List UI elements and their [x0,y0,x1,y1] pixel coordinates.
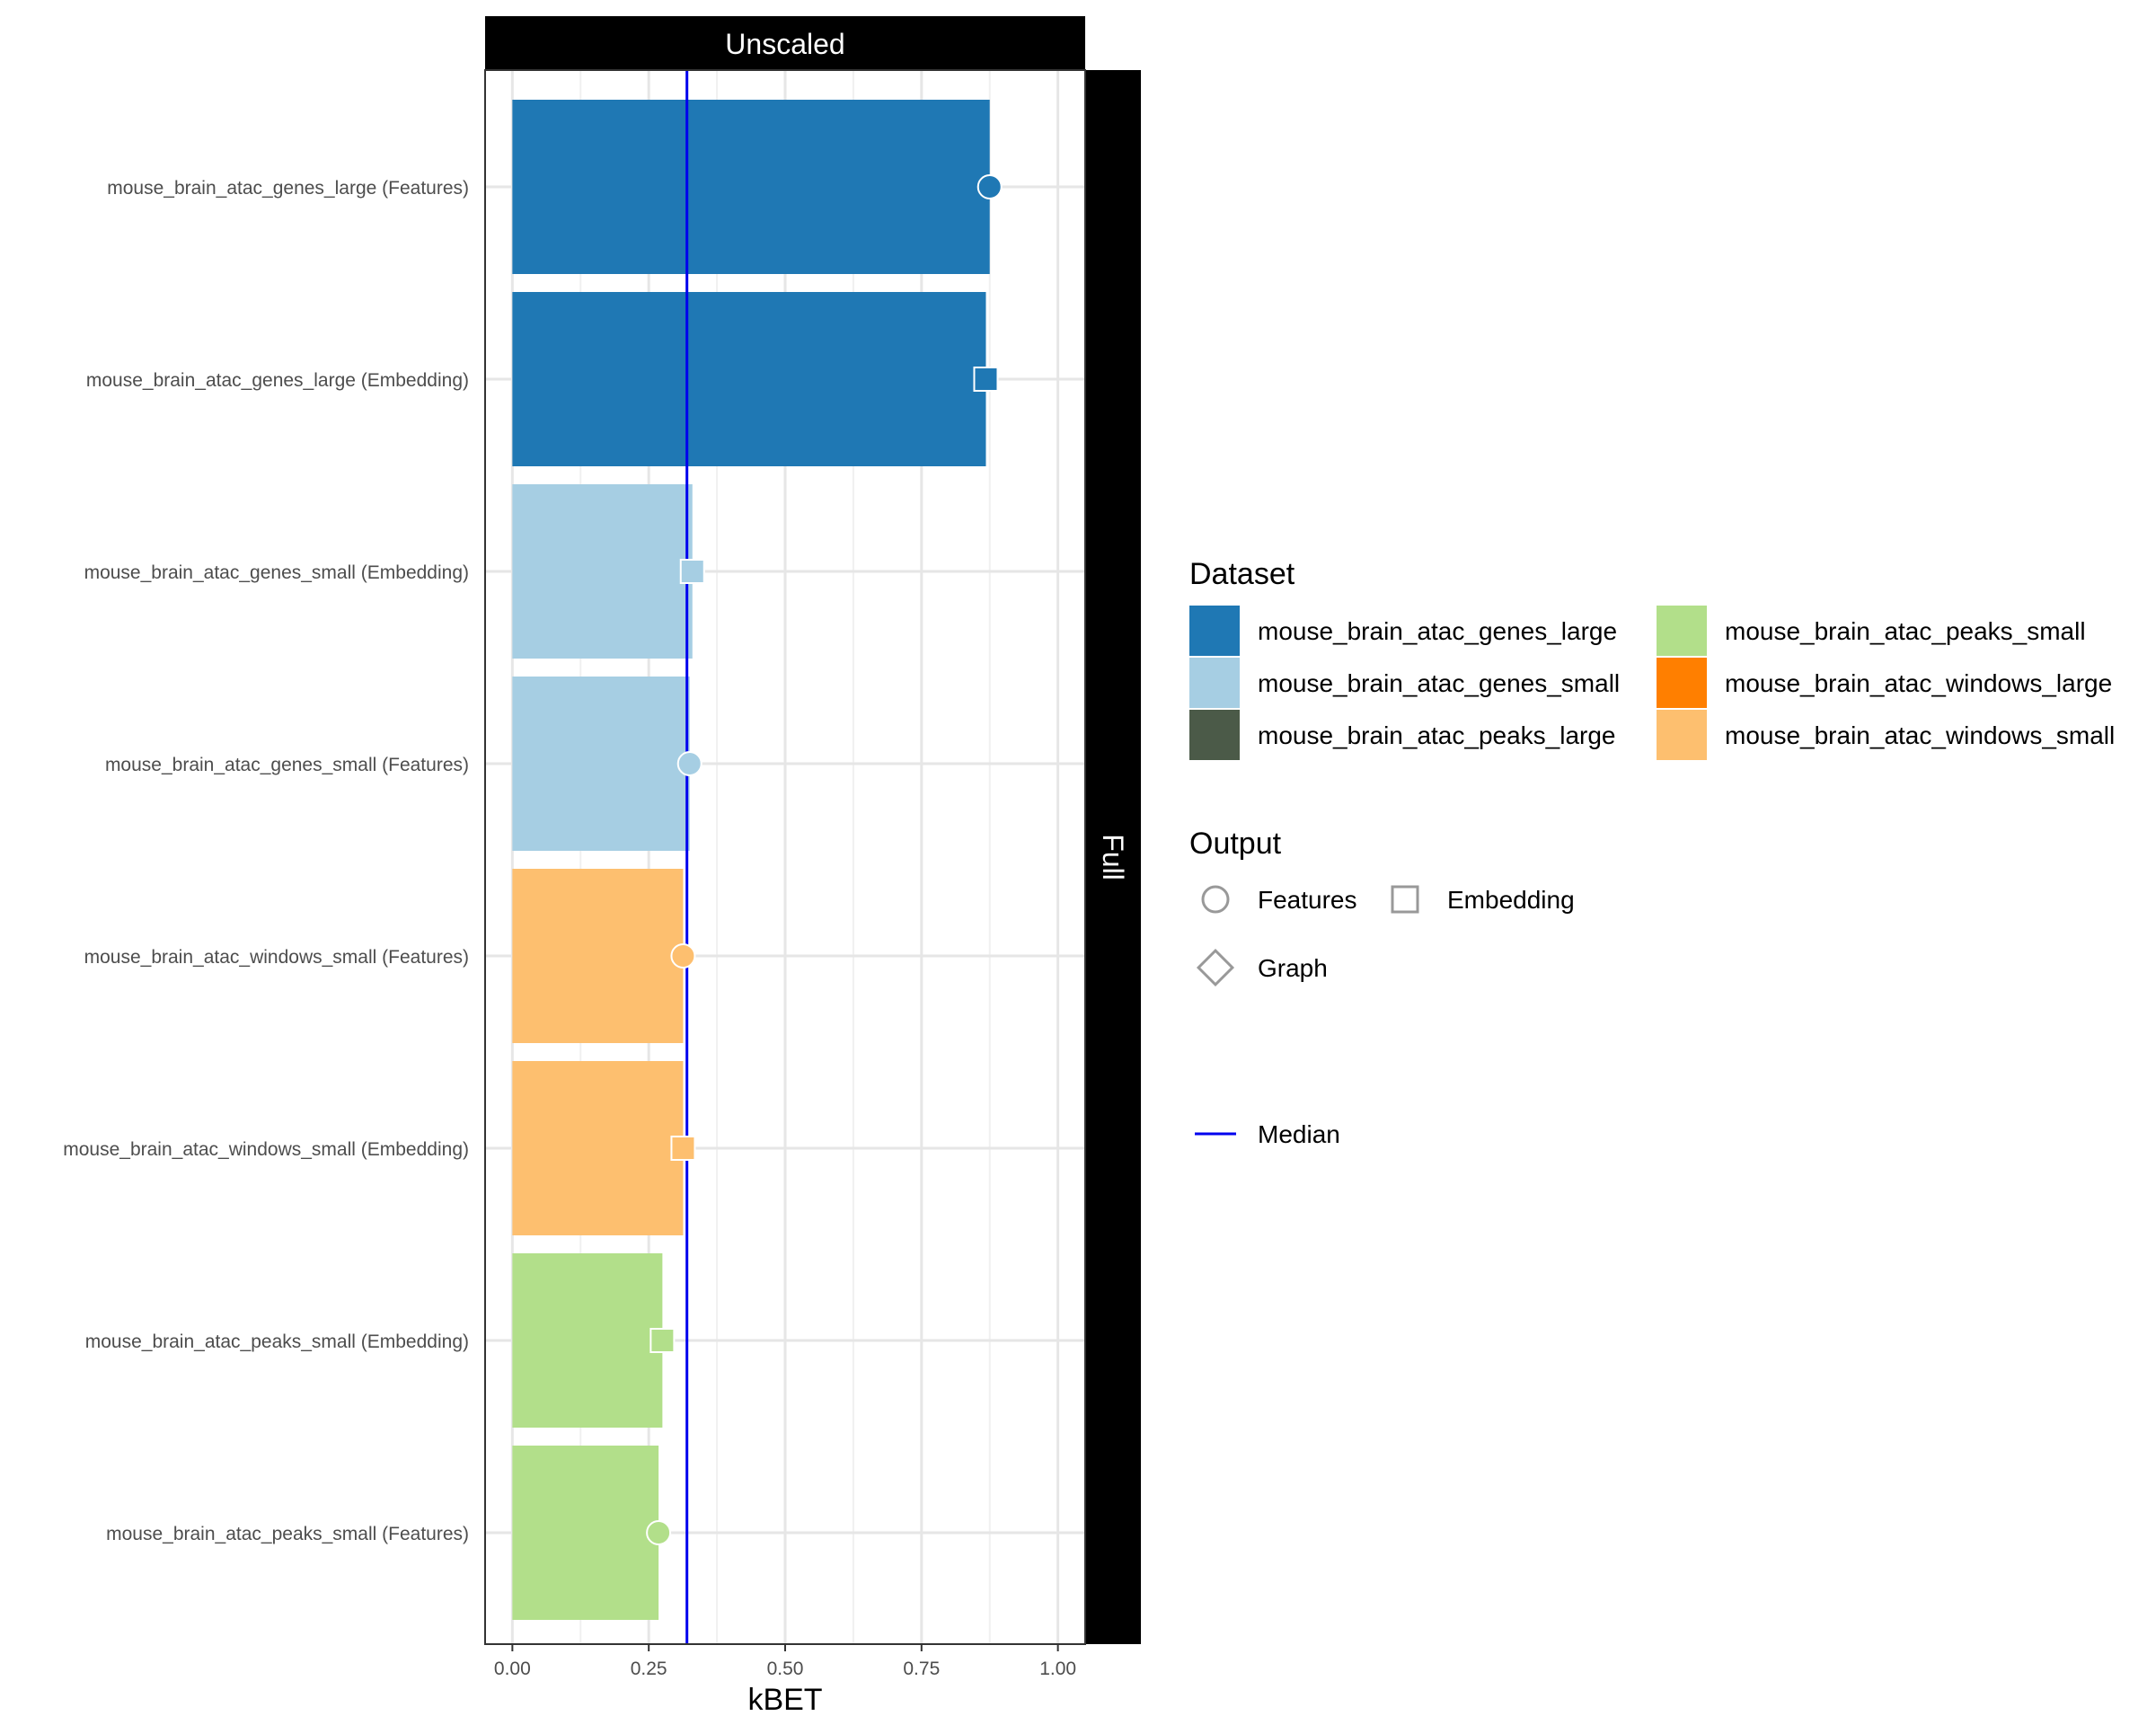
legend-swatch [1189,710,1240,760]
legend-dataset-title: Dataset [1189,557,1295,591]
data-point [973,367,999,392]
facet-strip-right [1085,70,1141,1644]
y-tick-label: mouse_brain_atac_genes_large (Features) [107,178,469,199]
bar [512,1253,663,1428]
legend-dataset-label: mouse_brain_atac_genes_small [1258,669,1620,697]
x-tick-label: 1.00 [1039,1659,1076,1679]
bar [512,869,684,1043]
y-axis-labels: mouse_brain_atac_genes_large (Features) m… [63,178,469,1544]
legend-output: Output Features Embedding Graph [1189,827,1575,987]
legend-dataset-label: mouse_brain_atac_windows_small [1725,721,2115,749]
x-tick-label: 0.75 [903,1659,940,1679]
legend-shape-diamond [1196,948,1235,987]
y-tick-label: mouse_brain_atac_windows_small (Embeddin… [63,1139,469,1160]
data-point [976,174,1003,199]
facet-strip-top-label: Unscaled [725,28,844,60]
bar [512,292,986,466]
data-point [670,943,696,969]
legend-output-label: Graph [1258,954,1328,982]
legend-dataset-label: mouse_brain_atac_peaks_large [1258,721,1616,749]
x-tick-label: 0.25 [631,1659,667,1679]
x-tick-label: 0.00 [494,1659,531,1679]
bar [512,677,690,851]
legend-swatch [1657,606,1707,656]
bars-layer [512,100,990,1620]
x-axis-ticks: 0.00 0.25 0.50 0.75 1.00 [494,1644,1076,1679]
legend-output-title: Output [1189,827,1282,861]
legend-shape-square [1391,885,1419,914]
x-axis-title: kBET [747,1683,822,1717]
data-point [670,1136,696,1161]
legend-dataset-label: mouse_brain_atac_genes_large [1258,617,1617,645]
data-point [646,1520,672,1545]
y-tick-label: mouse_brain_atac_windows_small (Features… [84,947,469,968]
y-tick-label: mouse_brain_atac_genes_small (Features) [105,755,469,775]
bar [512,1061,684,1235]
data-point [649,1328,676,1353]
legend-dataset: Dataset mouse_brain_atac_genes_largemous… [1189,557,2115,760]
bar [512,1446,659,1620]
data-point [676,751,702,776]
legend-median-label: Median [1258,1120,1340,1148]
bar [512,484,693,659]
y-tick-label: mouse_brain_atac_genes_large (Embedding) [86,370,469,391]
y-tick-label: mouse_brain_atac_genes_small (Embedding) [84,562,469,583]
y-tick-label: mouse_brain_atac_peaks_small (Features) [106,1524,469,1544]
points-layer [646,174,1003,1545]
legend-swatch [1657,658,1707,708]
legend-output-label: Features [1258,886,1357,914]
legend-median: Median [1195,1120,1340,1148]
legend-output-label: Embedding [1447,886,1575,914]
x-tick-label: 0.50 [767,1659,804,1679]
facet-strip-right-label: Full [1097,834,1129,880]
legend-swatch [1189,658,1240,708]
legend-dataset-label: mouse_brain_atac_windows_large [1725,669,2112,697]
data-point [679,559,705,584]
legend-dataset-label: mouse_brain_atac_peaks_small [1725,617,2086,645]
bar [512,100,990,274]
legend-shape-circle [1201,885,1230,914]
legend-swatch [1657,710,1707,760]
legend-swatch [1189,606,1240,656]
y-tick-label: mouse_brain_atac_peaks_small (Embedding) [85,1331,469,1352]
facet-strip-top [485,16,1085,70]
plot-panel [484,69,1086,1645]
